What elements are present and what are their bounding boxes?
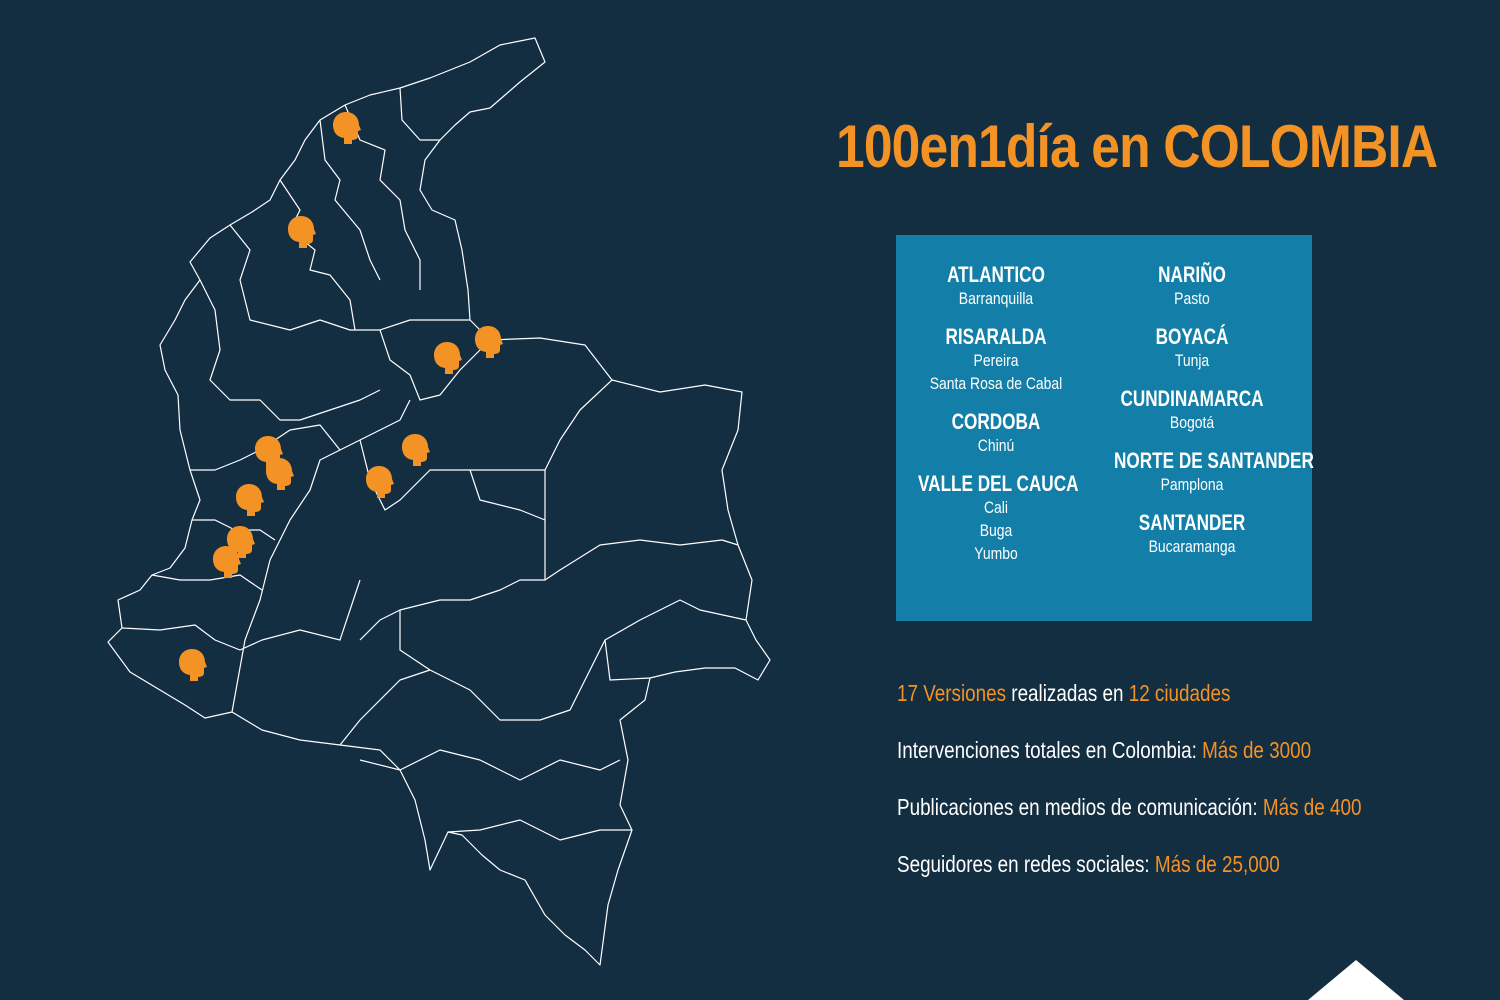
scroll-up-arrow-icon[interactable] [1308, 960, 1404, 1000]
departments-box: ATLANTICO Barranquilla RISARALDA Pereira San… [896, 235, 1314, 621]
stat-highlight: Más de 25,000 [1154, 851, 1280, 877]
dept-border-15 [544, 539, 739, 581]
dept-border-20 [604, 639, 651, 681]
stat-line: 17 Versiones realizadas en 12 ciudades [897, 680, 1373, 737]
department-name: ATLANTICO [947, 262, 1045, 287]
dept-border-5 [229, 224, 470, 331]
department-name: NORTE DE SANTANDER [1114, 448, 1314, 473]
departments-column-right: NARIÑO Pasto BOYACÁ Tunja CUNDINAMARCA Bogotá… [1092, 263, 1314, 573]
dept-border-14 [359, 470, 546, 641]
department-name: CORDOBA [951, 409, 1041, 434]
dept-border-18 [359, 749, 621, 781]
department-entry: NORTE DE SANTANDER Pamplona [1092, 448, 1314, 496]
department-name: SANTANDER [1138, 510, 1246, 535]
dept-border-21 [469, 469, 546, 521]
city-name: Santa Rosa de Cabal [929, 374, 1063, 393]
city-name: Yumbo [974, 544, 1018, 563]
country-outline [107, 37, 771, 966]
dept-border-7 [379, 329, 491, 401]
dept-border-16 [399, 599, 747, 721]
stat-highlight: 12 ciudades [1128, 680, 1231, 706]
department-name: RISARALDA [945, 324, 1047, 349]
head-silhouette-icon [213, 546, 241, 578]
dept-border-1 [319, 119, 381, 281]
stat-line: Seguidores en redes sociales: Más de 25,… [897, 851, 1373, 908]
departments-column-left: ATLANTICO Barranquilla RISARALDA Pereira San… [896, 263, 1096, 580]
department-entry: SANTANDER Bucaramanga [1092, 511, 1292, 558]
head-silhouette-icon [402, 434, 430, 466]
department-entry: BOYACÁ Tunja [1092, 325, 1292, 372]
stat-text: Seguidores en redes sociales: [897, 851, 1155, 877]
stat-text: Intervenciones totales en Colombia: [897, 737, 1203, 763]
department-entry: CORDOBA Chinú [896, 410, 1096, 457]
head-silhouette-icon [366, 466, 394, 498]
city-name: Pasto [1174, 289, 1210, 308]
head-silhouette-icon [475, 326, 503, 358]
stat-highlight: Más de 400 [1262, 794, 1362, 820]
dept-border-12 [121, 579, 361, 651]
dept-border-4 [279, 179, 356, 331]
department-name: CUNDINAMARCA [1120, 386, 1264, 411]
city-markers [179, 112, 503, 681]
department-entry: ATLANTICO Barranquilla [896, 263, 1096, 310]
colombia-map [107, 37, 771, 966]
department-name: BOYACÁ [1155, 324, 1229, 349]
city-name: Pamplona [1160, 475, 1224, 494]
stat-highlight: 17 Versiones [897, 680, 1007, 706]
stat-text: Publicaciones en medios de comunicación: [897, 794, 1263, 820]
department-name: NARIÑO [1158, 262, 1226, 287]
department-entry: NARIÑO Pasto [1092, 263, 1292, 310]
page-title: 100en1día en COLOMBIA [836, 113, 1438, 180]
dept-border-11 [151, 574, 263, 591]
dept-border-3 [399, 87, 440, 141]
dept-border-2 [344, 104, 421, 290]
dept-border-6 [199, 279, 381, 421]
stat-highlight: Más de 3000 [1202, 737, 1312, 763]
dept-border-8 [231, 399, 411, 713]
department-name: VALLE DEL CAUCA [918, 471, 1079, 496]
city-name: Pereira [973, 351, 1019, 370]
head-silhouette-icon [179, 649, 207, 681]
stat-line: Intervenciones totales en Colombia: Más … [897, 737, 1373, 794]
department-entry: VALLE DEL CAUCA Cali Buga Yumbo [896, 472, 1096, 565]
dept-border-13 [359, 379, 613, 511]
city-name: Buga [979, 521, 1013, 540]
city-name: Barranquilla [958, 289, 1034, 308]
department-entry: CUNDINAMARCA Bogotá [1092, 387, 1292, 434]
head-silhouette-icon [434, 342, 462, 374]
city-name: Bucaramanga [1148, 537, 1236, 556]
city-name: Chinú [977, 436, 1015, 455]
stat-line: Publicaciones en medios de comunicación:… [897, 794, 1373, 851]
stats-list: 17 Versiones realizadas en 12 ciudades In… [897, 680, 1477, 908]
head-silhouette-icon [236, 484, 264, 516]
head-silhouette-icon [333, 112, 361, 144]
city-name: Bogotá [1169, 413, 1215, 432]
dept-border-17 [339, 669, 431, 746]
dept-border-19 [447, 819, 632, 841]
head-silhouette-icon [266, 458, 294, 490]
head-silhouette-icon [288, 216, 316, 248]
department-entry: RISARALDA Pereira Santa Rosa de Cabal [896, 325, 1096, 395]
stat-text: realizadas en [1006, 680, 1129, 706]
city-name: Tunja [1174, 351, 1210, 370]
city-name: Cali [983, 498, 1009, 517]
map-svg [107, 37, 771, 966]
